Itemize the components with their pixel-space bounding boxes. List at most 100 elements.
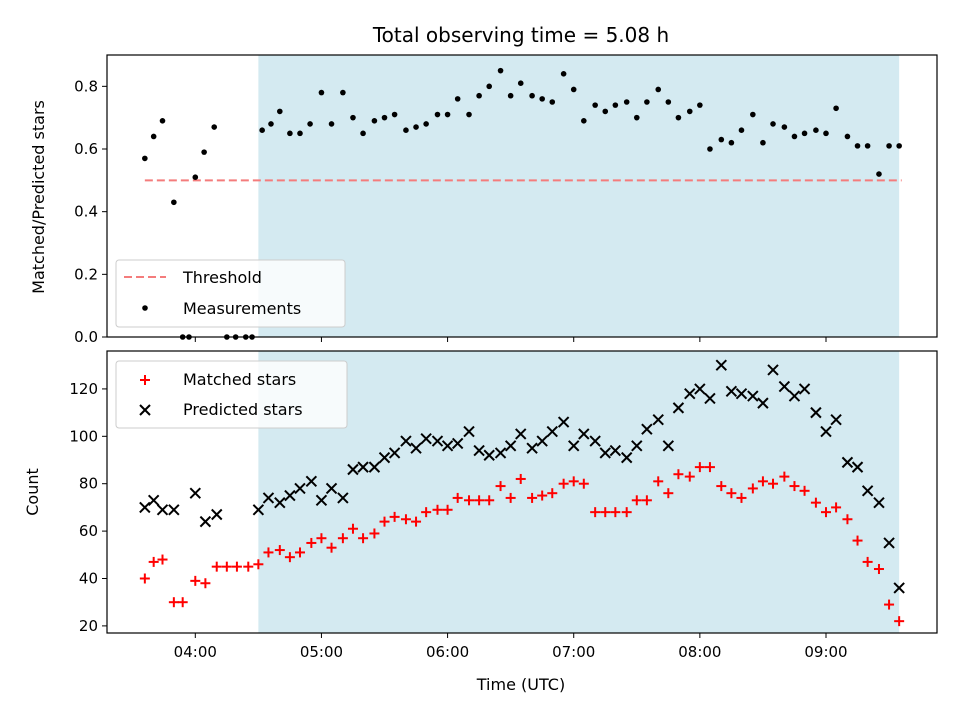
matched-star-point — [726, 488, 737, 499]
measurement-point — [655, 86, 662, 93]
matched-star-point — [505, 492, 516, 503]
measurement-point — [360, 130, 366, 137]
bottom-y-tick-label: 120 — [69, 380, 98, 398]
measurement-point — [507, 92, 514, 99]
predicted-star-point — [451, 437, 464, 450]
bottom-y-ticks: 20 40 60 80 100 120 — [69, 380, 107, 635]
measurement-point — [644, 99, 650, 105]
predicted-star-point — [735, 387, 748, 400]
predicted-star-point — [851, 461, 864, 473]
measurement-point — [318, 89, 325, 96]
predicted-star-point — [463, 425, 475, 438]
matched-star-point — [842, 514, 853, 525]
matched-stars-series — [139, 462, 905, 627]
measurement-point — [844, 133, 851, 140]
matched-star-point — [862, 556, 873, 567]
measurement-point — [854, 143, 861, 149]
measurement-point — [612, 102, 619, 108]
x-tick-label: 07:00 — [552, 643, 595, 661]
matched-star-point — [294, 547, 305, 558]
measurement-point — [728, 139, 735, 146]
matched-star-point — [799, 485, 810, 496]
measurement-point — [268, 121, 274, 127]
matched-star-point — [464, 495, 475, 506]
matched-star-point — [168, 597, 179, 608]
measurement-point — [497, 67, 504, 74]
measurement-point — [791, 133, 798, 140]
predicted-star-point — [798, 383, 811, 395]
matched-star-point — [600, 507, 611, 518]
predicted-star-point — [494, 447, 507, 459]
predicted-star-point — [557, 416, 570, 428]
bottom-y-tick-label: 100 — [69, 427, 98, 445]
measurement-point — [350, 114, 356, 121]
matched-star-point — [810, 497, 821, 508]
matched-star-point — [274, 545, 285, 556]
predicted-star-point — [168, 504, 180, 516]
measurement-point — [150, 133, 157, 140]
matched-star-point — [515, 473, 526, 484]
top-legend: Threshold Measurements — [115, 259, 346, 328]
predicted-star-point — [211, 508, 223, 521]
matched-star-point — [190, 575, 201, 586]
measurement-point — [549, 99, 556, 105]
predicted-star-point — [788, 390, 801, 402]
measurement-point — [466, 111, 472, 118]
matched-star-point — [757, 476, 768, 487]
matched-legend-marker — [140, 375, 150, 385]
predicted-star-point — [431, 435, 444, 447]
matched-star-point — [495, 481, 506, 492]
predicted-star-point — [515, 428, 527, 440]
x-axis-label: Time (UTC) — [476, 675, 565, 694]
measurement-point — [159, 118, 166, 124]
x-tick-label: 08:00 — [678, 643, 721, 661]
matched-star-point — [231, 561, 242, 572]
matched-star-point — [684, 471, 695, 482]
measurement-point — [592, 102, 598, 108]
bottom-legend-box — [115, 360, 348, 429]
measurement-point — [864, 143, 871, 149]
matched-star-point — [369, 528, 380, 539]
measurement-point — [444, 111, 451, 118]
measurement-point — [623, 99, 630, 105]
matched-star-point — [211, 561, 222, 572]
matched-star-point — [894, 616, 905, 627]
predicted-star-point — [620, 451, 633, 464]
matched-star-point — [411, 516, 422, 527]
measurement-point — [750, 111, 756, 118]
measurement-point — [403, 127, 409, 133]
predicted-star-point — [578, 428, 590, 440]
matched-star-point — [884, 599, 895, 610]
matched-star-point — [243, 561, 254, 572]
top-plot-frame — [106, 54, 938, 338]
top-y-tick-label: 0.6 — [74, 140, 98, 158]
matched-star-point — [578, 478, 589, 489]
predicted-star-point — [704, 392, 716, 405]
measurement-point — [665, 99, 672, 105]
predicted-star-point — [139, 501, 151, 514]
measurement-point — [211, 124, 218, 130]
matched-star-point — [177, 597, 188, 608]
predicted-stars-series — [139, 359, 905, 594]
predicted-star-point — [893, 582, 905, 594]
matched-star-point — [547, 488, 558, 499]
matched-star-point — [768, 478, 779, 489]
measurements-legend-label: Measurements — [183, 299, 301, 318]
bottom-y-tick-label: 60 — [79, 522, 98, 540]
matched-star-point — [747, 483, 758, 494]
measurement-point — [813, 127, 819, 133]
predicted-star-point — [305, 475, 318, 488]
predicted-star-point — [662, 440, 675, 452]
measurement-point — [781, 124, 788, 130]
predicted-star-point — [483, 449, 495, 461]
measurement-point — [142, 155, 148, 162]
matched-star-point — [474, 495, 485, 506]
bottom-plot-frame — [106, 350, 938, 634]
measurement-point — [391, 111, 398, 118]
x-tick-label: 09:00 — [804, 643, 847, 661]
observing-window-shade — [258, 351, 900, 633]
measurement-point — [454, 96, 461, 102]
measurement-point — [539, 96, 545, 102]
measurement-point — [423, 121, 429, 127]
